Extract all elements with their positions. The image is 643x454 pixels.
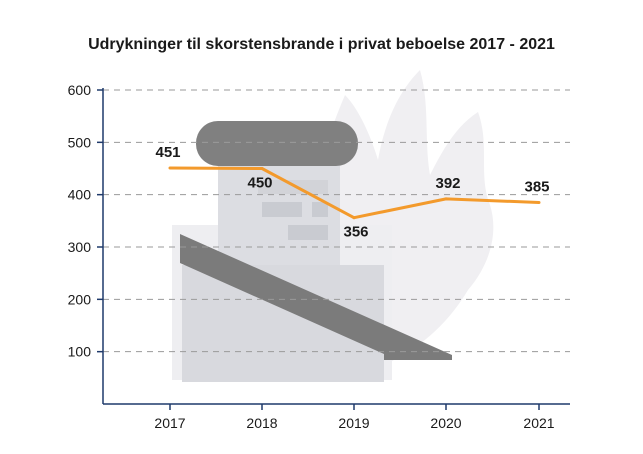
roof-slope bbox=[180, 234, 452, 360]
y-axis-ticks: 100 200 300 400 500 600 bbox=[68, 82, 103, 360]
data-label: 392 bbox=[435, 175, 460, 192]
y-tick-label: 500 bbox=[68, 134, 92, 150]
data-point bbox=[352, 216, 356, 220]
grid-lines bbox=[103, 89, 570, 353]
data-label: 385 bbox=[524, 179, 549, 196]
chart-title: Udrykninger til skorstensbrande i privat… bbox=[88, 36, 555, 53]
data-label: 356 bbox=[343, 224, 368, 241]
x-tick-label: 2021 bbox=[523, 415, 554, 431]
x-tick-label: 2017 bbox=[154, 415, 185, 431]
data-point bbox=[537, 201, 541, 205]
x-tick-label: 2019 bbox=[338, 415, 369, 431]
y-tick-label: 300 bbox=[68, 239, 92, 255]
x-tick-label: 2020 bbox=[430, 415, 461, 431]
chimney-cap bbox=[196, 121, 358, 166]
data-label: 451 bbox=[155, 144, 180, 161]
data-point bbox=[444, 197, 448, 201]
data-labels: 451 450 356 392 385 bbox=[155, 144, 549, 241]
y-tick-label: 400 bbox=[68, 187, 92, 203]
y-tick-label: 200 bbox=[68, 291, 92, 307]
chimney-brick bbox=[258, 180, 328, 194]
chimney-brick bbox=[288, 225, 328, 240]
data-point bbox=[168, 166, 172, 170]
y-tick-label: 100 bbox=[68, 344, 92, 360]
data-point bbox=[260, 167, 264, 170]
chimney-brick bbox=[312, 202, 328, 217]
chimney-brick bbox=[262, 202, 302, 217]
series-layer bbox=[168, 166, 541, 220]
data-label: 450 bbox=[247, 175, 272, 192]
x-tick-label: 2018 bbox=[246, 415, 277, 431]
y-tick-label: 600 bbox=[68, 82, 92, 98]
chimney-flame-illustration bbox=[172, 70, 494, 382]
x-axis-ticks: 2017 2018 2019 2020 2021 bbox=[154, 404, 555, 431]
